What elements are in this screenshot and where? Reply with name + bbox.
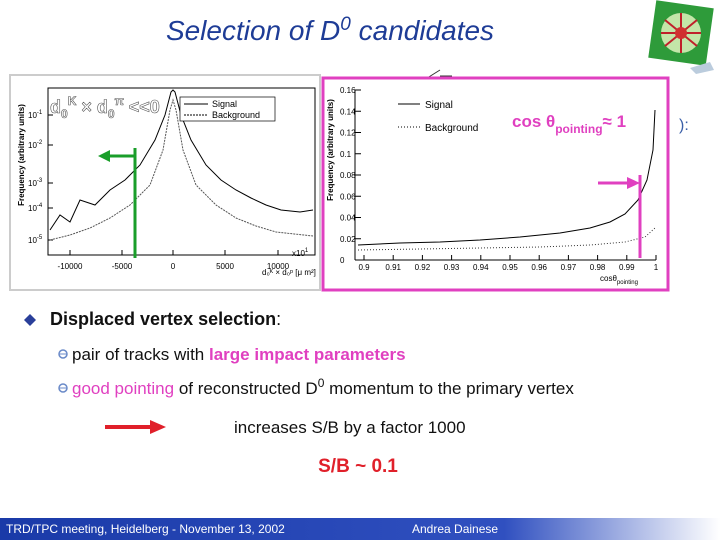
y-tick-label: 0.12: [340, 129, 356, 138]
heading-text: Displaced vertex selection: [50, 309, 276, 329]
x-tick-label: 0.99: [619, 263, 635, 272]
tick-base: 10: [28, 236, 37, 245]
x-axis-label: d₀ᴷ × d₀ᵖ [μ m²]: [262, 268, 316, 277]
bullet-heading: Displaced vertex selection:: [50, 309, 281, 329]
conclusion: S/B ~ 0.1: [318, 456, 398, 477]
item-text: momentum to the primary vertex: [324, 379, 574, 398]
bullet: [24, 314, 36, 326]
x-label-main: cosθ: [600, 274, 617, 283]
x-tick-label: 5000: [216, 262, 234, 271]
result-text: increases S/B by a factor 1000: [234, 418, 466, 437]
tick-base: 10: [28, 141, 37, 150]
x-label-sub: pointing: [617, 280, 638, 286]
x-tick-label: 0.92: [415, 263, 431, 272]
x-tick-label: 0.96: [531, 263, 547, 272]
y-tick-label: 0.04: [340, 214, 356, 223]
x-multiplier: x101: [292, 248, 309, 258]
footer-meeting: TRD/TPC meeting, Heidelberg - November 1…: [6, 522, 285, 536]
y-axis-label: Frequency (arbitrary units): [17, 104, 26, 206]
bullet-item: pair of tracks with large impact paramet…: [72, 345, 406, 364]
x-axis-label: cosθpointing: [600, 274, 638, 286]
overlay-part: × d: [76, 97, 108, 117]
x-tick-label: 0.91: [385, 263, 401, 272]
item-text: pair of tracks with: [72, 345, 209, 364]
overlay-part: <<0: [124, 97, 160, 117]
x-tick-label: 10000: [267, 262, 290, 271]
heading-colon: :: [276, 309, 281, 329]
x-tick-label: -5000: [112, 262, 133, 271]
tick-exp: -1: [37, 110, 43, 116]
footer-bar: [0, 518, 720, 540]
item-sup: 0: [318, 376, 325, 390]
x-tick-label: 0.94: [473, 263, 489, 272]
sub-bullet: [58, 349, 68, 359]
y-tick-label: 10-2: [28, 140, 43, 150]
x-tick-label: 0.97: [561, 263, 577, 272]
y-tick-label: 0.08: [340, 171, 356, 180]
y-tick-label: 0.02: [340, 235, 356, 244]
y-tick-label: 0: [340, 256, 345, 265]
tick-exp: -4: [37, 203, 43, 209]
x-tick-label: -10000: [58, 262, 83, 271]
x-tick-label: 1: [654, 263, 659, 272]
y-tick-label: 10-4: [28, 203, 43, 213]
overlay-sub: pointing: [555, 122, 602, 136]
plot-overlay: d0K × d0π <<0: [50, 94, 160, 121]
y-tick-label: 10-1: [28, 110, 43, 120]
y-tick-label: 0.16: [340, 86, 356, 95]
y-axis-label: Frequency (arbitrary units): [326, 99, 335, 201]
y-tick-label: 0.06: [340, 192, 356, 201]
multiplier-exp: 1: [305, 248, 309, 254]
tick-base: 10: [28, 111, 37, 120]
item-text: of reconstructed D: [174, 379, 318, 398]
overlay-sub: 0: [108, 107, 115, 121]
legend-label: Background: [212, 110, 260, 120]
slide-title: Selection of D0 candidates: [166, 14, 494, 46]
legend-label: Signal: [212, 99, 237, 109]
legend-label: Signal: [425, 100, 453, 111]
x-tick-label: 0.93: [444, 263, 460, 272]
plot-overlay: cos θpointing≈ 1: [512, 112, 626, 136]
overlay-sub: 0: [61, 107, 68, 121]
tick-exp: -2: [37, 140, 43, 146]
x-tick-label: 0.98: [590, 263, 606, 272]
x-tick-label: 0: [171, 262, 176, 271]
left-plot: Frequency (arbitrary units) 10-110-210-3…: [9, 74, 321, 291]
overlay-sup: K: [68, 94, 77, 108]
bullet-item: good pointing of reconstructed D0 moment…: [72, 376, 574, 398]
y-tick-label: 10-3: [28, 178, 43, 188]
y-tick-label: 0.1: [340, 150, 352, 159]
legend-label: Background: [425, 123, 478, 134]
footer-author: Andrea Dainese: [412, 522, 498, 536]
x-tick-label: 0.95: [502, 263, 518, 272]
result-arrowhead: [150, 420, 166, 434]
item-highlight: good pointing: [72, 379, 174, 398]
overlay-part: ≈ 1: [603, 112, 627, 131]
x-tick-label: 0.9: [358, 263, 370, 272]
title-text: candidates: [351, 15, 494, 46]
multiplier-base: x10: [292, 249, 305, 258]
title-text: Selection of D: [166, 15, 340, 46]
overlay-part: d: [50, 97, 61, 117]
item-highlight: large impact parameters: [209, 345, 406, 364]
tick-base: 10: [28, 179, 37, 188]
overlay-sup: π: [115, 94, 124, 108]
logo: [648, 0, 714, 74]
y-tick-label: 10-5: [28, 235, 43, 245]
overlay-part: cos θ: [512, 112, 555, 131]
title-sup: 0: [340, 14, 351, 35]
tick-exp: -3: [37, 178, 43, 184]
tick-exp: -5: [37, 235, 43, 241]
right-plot: Frequency (arbitrary units) 0 0.02 0.04 0.0…: [321, 76, 670, 292]
tick-base: 10: [28, 204, 37, 213]
sub-bullet: [58, 383, 68, 393]
y-tick-label: 0.14: [340, 107, 356, 116]
edge-fragment: ):: [679, 117, 689, 134]
